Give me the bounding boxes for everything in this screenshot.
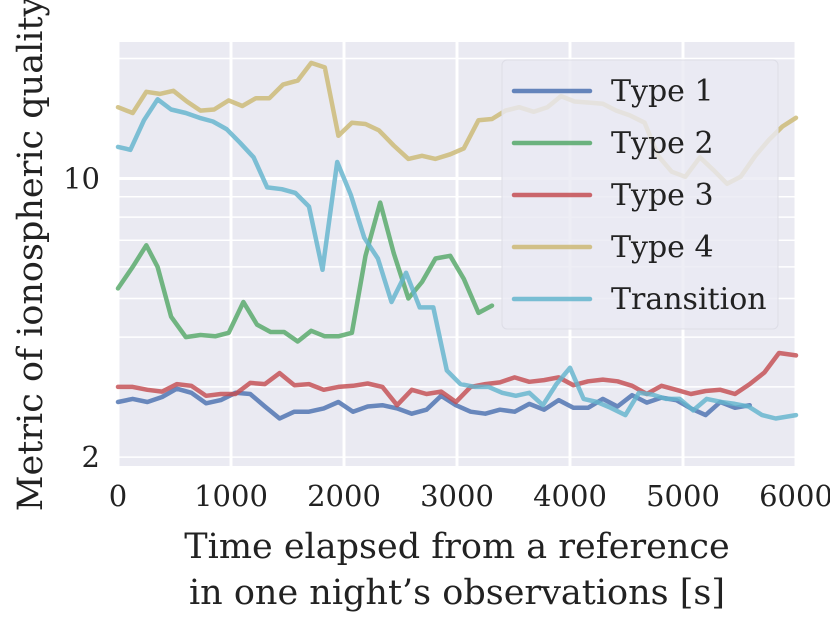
- x-tick-label: 5000: [646, 479, 720, 513]
- series-line-type-2: [115, 200, 495, 344]
- x-tick-label: 4000: [533, 479, 607, 513]
- series-line-transition: [115, 97, 799, 421]
- y-tick-label: 2: [82, 440, 100, 474]
- x-axis-label-line-2: in one night’s observations [s]: [189, 573, 725, 613]
- x-tick-label: 0: [109, 479, 127, 513]
- x-axis-label-line-1: Time elapsed from a reference: [184, 527, 729, 567]
- x-tick-label: 1000: [194, 479, 268, 513]
- y-tick-label: 10: [63, 161, 100, 195]
- x-tick-labels: 0 1000 2000 3000 4000 5000 6000: [109, 479, 830, 513]
- legend-box: [501, 59, 779, 330]
- legend-label: Type 4: [611, 230, 714, 265]
- x-tick-label: 2000: [307, 479, 381, 513]
- legend-label: Transition: [611, 282, 767, 317]
- legend-label: Type 3: [611, 178, 714, 213]
- series-line-type-1: [115, 386, 752, 421]
- legend: Type 1 Type 2 Type 3 Type 4 Transition: [501, 59, 779, 330]
- series-lines: [115, 60, 799, 421]
- y-axis-label: Metric of ionospheric quality: [11, 0, 51, 511]
- y-tick-labels: 2 10: [63, 161, 100, 474]
- x-tick-label: 3000: [420, 479, 494, 513]
- grid: [116, 42, 798, 466]
- x-tick-label: 6000: [759, 479, 830, 513]
- series-line-type-3: [115, 350, 799, 408]
- legend-label: Type 1: [611, 74, 714, 109]
- legend-label: Type 2: [611, 126, 714, 161]
